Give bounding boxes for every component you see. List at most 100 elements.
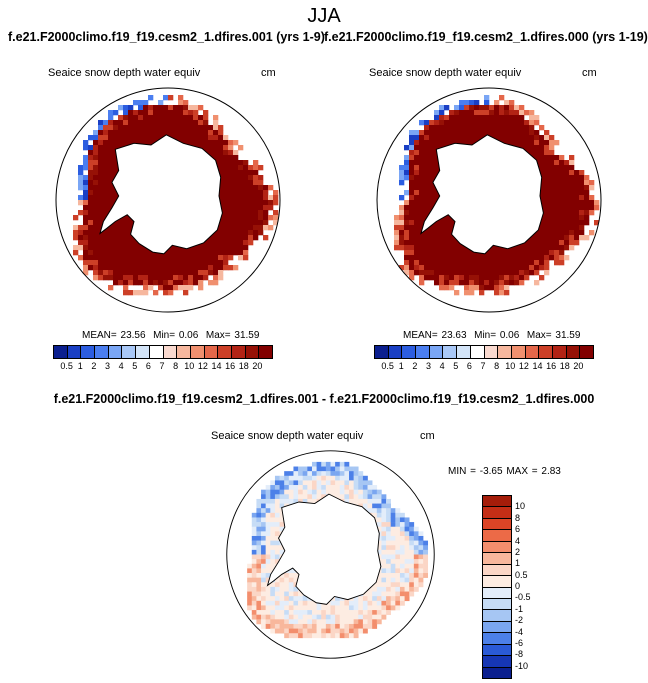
colorbar-tick-label: 10	[505, 361, 516, 371]
colorbar-swatch	[95, 346, 109, 358]
right-min: 0.06	[499, 330, 520, 341]
colorbar-swatch	[402, 346, 417, 358]
colorbar-swatch	[539, 346, 553, 358]
colorbar-tick-label: 20	[252, 361, 263, 371]
left-mean: 23.56	[120, 330, 146, 341]
colorbar-swatch	[122, 346, 137, 358]
colorbar-swatch	[190, 346, 205, 358]
colorbar-tick-label: 7	[159, 361, 165, 371]
left-colorbar	[53, 345, 273, 359]
colorbar-swatch	[483, 507, 511, 519]
colorbar-tick-label: -1	[515, 603, 524, 614]
diff-min: -3.65	[479, 466, 503, 477]
colorbar-tick-label: 18	[238, 361, 249, 371]
left-variable-label: Seaice snow depth water equiv	[48, 67, 201, 79]
colorbar-tick-label: 2	[412, 361, 418, 371]
colorbar-swatch	[388, 346, 403, 358]
diff-title: f.e21.F2000climo.f19_f19.cesm2_1.dfires.…	[53, 392, 595, 406]
colorbar-tick-label: 12	[197, 361, 208, 371]
colorbar-swatch	[81, 346, 96, 358]
colorbar-tick-label: 1	[515, 558, 521, 569]
antarctica-coastline	[99, 134, 223, 255]
colorbar-swatch	[484, 346, 499, 358]
colorbar-swatch	[204, 346, 219, 358]
colorbar-tick-label: 6	[466, 361, 472, 371]
colorbar-swatch	[566, 346, 581, 358]
colorbar-swatch	[483, 598, 511, 611]
colorbar-swatch	[54, 346, 68, 358]
colorbar-tick-label: 4	[515, 535, 521, 546]
colorbar-tick-label: -10	[515, 660, 529, 671]
colorbar-swatch	[483, 633, 511, 645]
colorbar-swatch	[483, 610, 511, 622]
colorbar-tick-label: 3	[104, 361, 111, 371]
left-max: 31.59	[234, 330, 260, 341]
map-boundary	[376, 87, 602, 313]
colorbar-tick-label: -0.5	[515, 592, 531, 603]
diff-units-label: cm	[420, 430, 435, 442]
right-stats: MEAN= 23.63 Min= 0.06 Max= 31.59	[403, 330, 581, 341]
colorbar-tick-label: -4	[515, 626, 524, 637]
diff-stats: MIN = -3.65 MAX = 2.83	[448, 466, 561, 477]
colorbar-swatch	[483, 667, 511, 678]
left-units-label: cm	[261, 67, 276, 79]
colorbar-swatch	[483, 621, 511, 634]
diff-max: 2.83	[541, 466, 561, 477]
colorbar-tick-label: 0.5	[381, 361, 394, 371]
colorbar-swatch	[483, 530, 511, 542]
right-case-title: f.e21.F2000climo.f19_f19.cesm2_1.dfires.…	[324, 30, 648, 44]
colorbar-tick-label: 2	[91, 361, 97, 371]
left-case-title: f.e21.F2000climo.f19_f19.cesm2_1.dfires.…	[8, 30, 325, 44]
colorbar-tick-label: 16	[225, 361, 236, 371]
right-colorbar	[374, 345, 594, 359]
colorbar-swatch	[108, 346, 123, 358]
colorbar-tick-label: 14	[211, 361, 222, 371]
colorbar-tick-label: 1	[77, 361, 83, 371]
colorbar-tick-label: 16	[546, 361, 557, 371]
left-stats: MEAN= 23.56 Min= 0.06 Max= 31.59	[82, 330, 260, 341]
left-colorbar-ticks: 0.5 1 2 3 4 5 6 7 8 10 12 14 16 18 20	[53, 361, 271, 373]
colorbar-tick-label: 6	[145, 361, 151, 371]
figure-title: JJA	[307, 5, 341, 27]
colorbar-swatch	[552, 346, 567, 358]
colorbar-tick-label: 7	[480, 361, 486, 371]
colorbar-swatch	[483, 496, 511, 508]
colorbar-swatch	[443, 346, 458, 358]
colorbar-swatch	[177, 346, 191, 358]
right-polar-map	[376, 87, 602, 313]
colorbar-swatch	[483, 656, 511, 668]
right-units-label: cm	[582, 67, 597, 79]
colorbar-tick-label: 10	[515, 501, 526, 512]
left-min: 0.06	[178, 330, 199, 341]
right-colorbar-ticks: 0.5 1 2 3 4 5 6 7 8 10 12 14 16 18 20	[374, 361, 592, 373]
colorbar-tick-label: -6	[515, 637, 524, 648]
colorbar-swatch	[375, 346, 389, 358]
colorbar-tick-label: 3	[425, 361, 432, 371]
colorbar-swatch	[245, 346, 260, 358]
right-mean: 23.63	[441, 330, 467, 341]
colorbar-tick-label: 6	[515, 524, 521, 535]
colorbar-tick-label: 8	[173, 361, 179, 371]
diff-polar-map	[226, 450, 435, 659]
colorbar-tick-label: 5	[132, 361, 138, 371]
colorbar-tick-label: 0.5	[60, 361, 73, 371]
colorbar-tick-label: 10	[184, 361, 195, 371]
diff-colorbar	[482, 495, 512, 679]
map-boundary	[55, 87, 281, 313]
colorbar-swatch	[483, 553, 511, 565]
colorbar-swatch	[483, 518, 511, 531]
colorbar-swatch	[416, 346, 430, 358]
colorbar-swatch	[136, 346, 150, 358]
colorbar-tick-label: 0	[515, 581, 521, 591]
colorbar-swatch	[457, 346, 471, 358]
colorbar-tick-label: -8	[515, 649, 524, 660]
colorbar-tick-label: 12	[518, 361, 529, 371]
colorbar-tick-label: 4	[439, 361, 445, 371]
colorbar-swatch	[483, 576, 511, 588]
colorbar-swatch	[259, 346, 272, 358]
colorbar-tick-label: 2	[515, 546, 521, 557]
colorbar-tick-label: 5	[453, 361, 459, 371]
colorbar-swatch	[483, 644, 511, 657]
colorbar-swatch	[149, 346, 164, 358]
colorbar-swatch	[525, 346, 540, 358]
